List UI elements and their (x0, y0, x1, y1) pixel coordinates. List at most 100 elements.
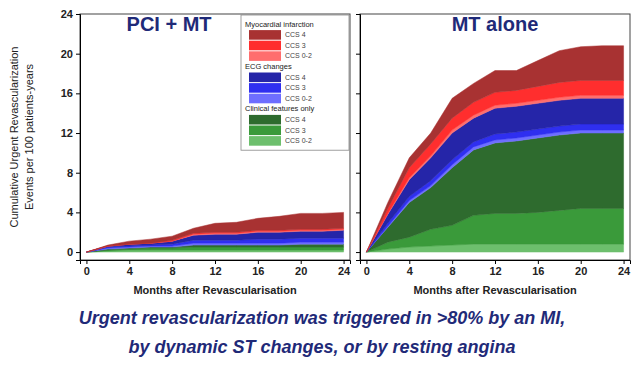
y-tick (356, 54, 360, 55)
y-tick-mark (356, 54, 360, 55)
x-tick: 16 (252, 260, 264, 277)
legend-swatch (249, 115, 281, 125)
legend-label: CCS 0-2 (285, 95, 312, 102)
y-axis-title: Events per 100 patients-years (23, 63, 35, 210)
legend-group-title: Myocardial infarction (245, 20, 314, 29)
y-tick-mark (76, 54, 80, 55)
y-tick-mark (76, 173, 80, 174)
legend-box (241, 15, 349, 150)
x-tick: 0 (84, 260, 90, 277)
x-tick-label: 0 (364, 265, 370, 277)
y-tick: 8 (67, 167, 80, 179)
x-axis-line (361, 261, 631, 265)
caption: by dynamic ST changes, or by resting ang… (128, 337, 515, 357)
y-tick: 24 (61, 8, 80, 20)
x-tick: 0 (364, 260, 370, 277)
legend-swatch (249, 30, 281, 40)
x-tick-label: 8 (450, 265, 456, 277)
x-tick: 8 (450, 260, 456, 277)
y-tick: 0 (67, 246, 80, 258)
panel: 0481216202404812162024PCI + MTMonths aft… (8, 8, 351, 296)
areas (366, 46, 623, 252)
x-tick-mark (495, 260, 496, 264)
panel-title: MT alone (452, 13, 539, 35)
legend-label: CCS 0-2 (285, 52, 312, 59)
x-tick-label: 12 (489, 265, 501, 277)
x-tick-label: 16 (532, 265, 544, 277)
x-tick-mark (366, 260, 367, 264)
x-tick-mark (452, 260, 453, 264)
y-tick-mark (356, 212, 360, 213)
y-axis-title: Cumulative Urgent Revascularization (8, 47, 20, 228)
chart-figure: 0 4 8 12 16 20 24 0 4 8 12 16 20 24 PCI + MT Months aft… (0, 0, 644, 372)
area (86, 229, 343, 252)
x-tick-mark (409, 260, 410, 264)
x-tick: 12 (209, 260, 221, 277)
y-tick (356, 212, 360, 213)
x-tick-mark (301, 260, 302, 264)
y-tick: 12 (61, 127, 80, 139)
y-tick-mark (76, 133, 80, 134)
legend-group-title: ECG changes (245, 62, 292, 71)
x-tick-mark (344, 260, 345, 264)
legend-label: CCS 4 (285, 116, 306, 123)
x-tick: 8 (170, 260, 176, 277)
legend-label: CCS 4 (285, 74, 306, 81)
x-tick-label: 24 (618, 265, 631, 277)
y-tick (356, 14, 360, 15)
x-tick: 24 (338, 260, 351, 277)
x-tick: 20 (295, 260, 307, 277)
plot-background (80, 14, 350, 260)
x-tick: 12 (489, 260, 501, 277)
x-tick: 16 (532, 260, 544, 277)
y-axis: 04812162024 (61, 8, 81, 260)
x-axis-line (81, 261, 351, 265)
plot-frame (80, 14, 350, 260)
y-axis (356, 15, 361, 261)
y-tick-mark (356, 93, 360, 94)
y-tick-mark (356, 173, 360, 174)
legend-swatch (249, 94, 281, 104)
x-tick-mark (258, 260, 259, 264)
y-tick-mark (76, 252, 80, 253)
legend-swatch (249, 126, 281, 136)
x-tick-label: 24 (338, 265, 351, 277)
y-tick (356, 133, 360, 134)
y-tick-mark (76, 93, 80, 94)
area (86, 212, 343, 252)
areas (86, 212, 343, 252)
y-tick-mark (76, 14, 80, 15)
panel-title: PCI + MT (127, 13, 212, 35)
y-tick-label: 4 (67, 206, 74, 218)
legend-swatch (249, 41, 281, 51)
x-tick-label: 8 (170, 265, 176, 277)
y-tick (356, 173, 360, 174)
x-tick: 4 (127, 260, 134, 277)
legend-swatch (249, 51, 281, 61)
x-tick-label: 20 (295, 265, 307, 277)
x-tick-label: 4 (407, 265, 414, 277)
caption: Urgent revascularization was triggered i… (79, 308, 566, 328)
x-axis-title: Months after Revascularisation (413, 284, 576, 296)
y-tick-mark (76, 212, 80, 213)
x-tick: 4 (407, 260, 414, 277)
y-tick (356, 93, 360, 94)
x-tick-mark (129, 260, 130, 264)
legend-label: CCS 3 (285, 42, 306, 49)
x-tick-mark (86, 260, 87, 264)
legend-label: CCS 3 (285, 84, 306, 91)
legend-swatch (249, 83, 281, 93)
legend-label: CCS 4 (285, 31, 306, 38)
plot-frame (360, 14, 630, 260)
x-axis: 0 4 8 12 16 20 24 (81, 260, 352, 277)
y-tick-mark (356, 14, 360, 15)
x-axis: 04812162024 (361, 260, 632, 277)
y-tick (356, 252, 360, 253)
y-tick: 20 (61, 48, 80, 60)
legend-label: CCS 3 (285, 127, 306, 134)
y-axis-line (356, 15, 361, 261)
plot-background (360, 14, 630, 260)
y-tick-label: 8 (67, 167, 73, 179)
y-tick: 4 (67, 206, 80, 218)
x-tick-label: 4 (127, 265, 134, 277)
